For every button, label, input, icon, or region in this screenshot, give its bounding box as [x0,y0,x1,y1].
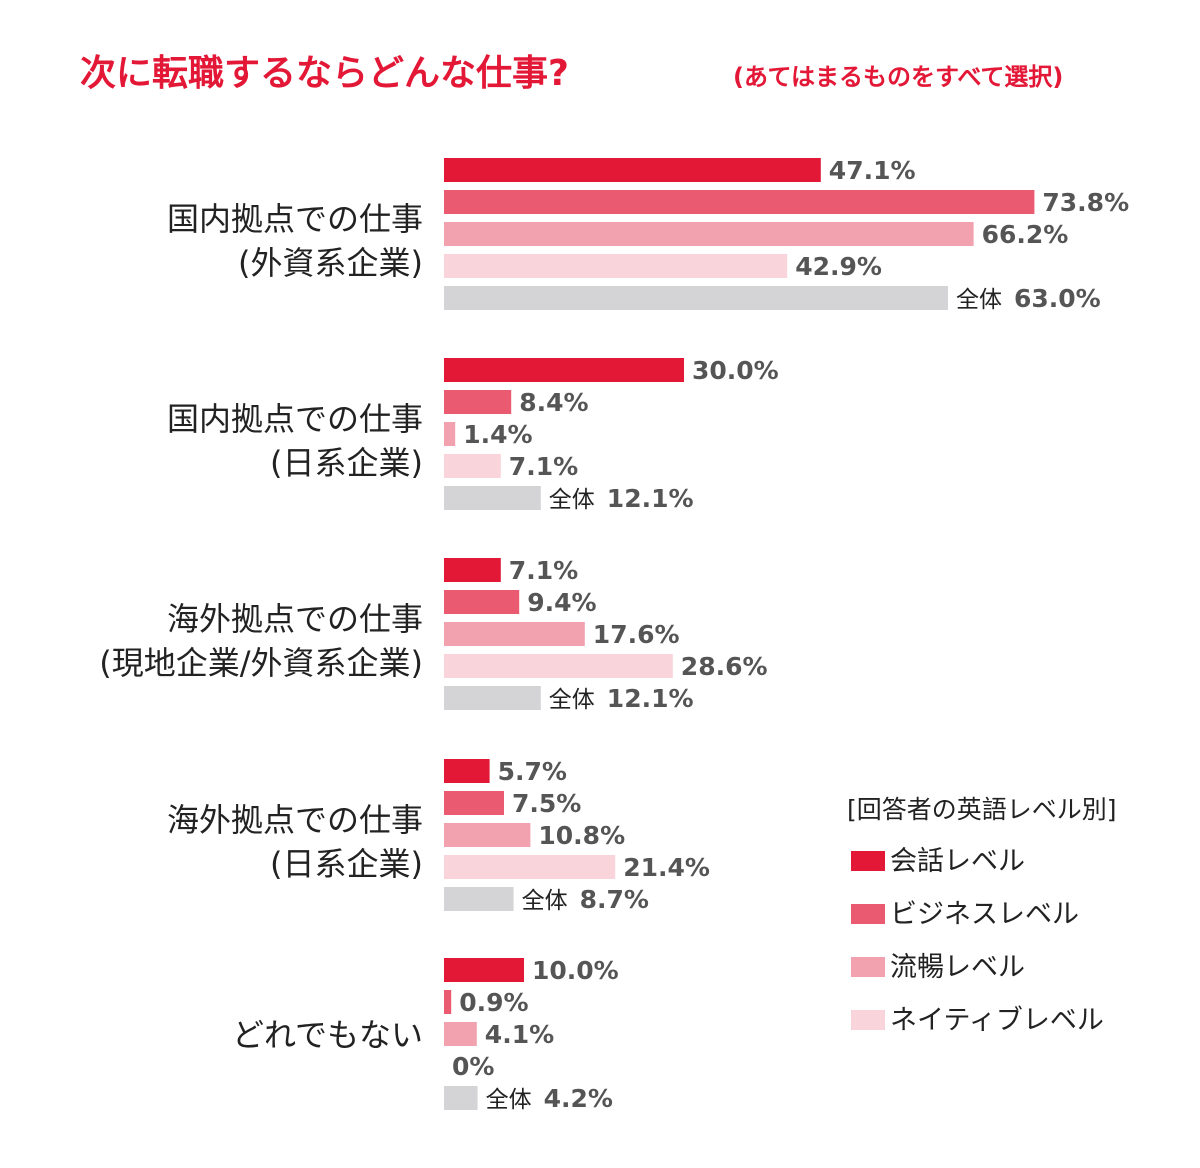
data-label: 10.0% [532,956,619,985]
data-label: 47.1% [829,156,916,185]
bar [444,158,821,182]
bar [444,887,514,911]
bar [444,1022,477,1046]
bar [444,654,673,678]
bar [444,855,616,879]
bar [444,1086,478,1110]
bar [444,486,541,510]
bar [444,190,1035,214]
bar [444,422,456,446]
data-label: 21.4% [623,853,710,882]
legend-swatch [851,904,885,924]
overall-prefix-label: 全体 [522,888,568,914]
data-label: 10.8% [538,821,625,850]
bar [444,759,490,783]
legend-title: [回答者の英語レベル別] [847,795,1117,824]
category-label-sub: (日系企業) [270,845,423,883]
overall-prefix-label: 全体 [486,1087,532,1113]
bar [444,686,541,710]
legend-swatch [851,1010,885,1030]
data-label: 4.1% [485,1020,554,1049]
data-label: 9.4% [527,588,596,617]
data-label: 1.4% [463,420,532,449]
category-label: 海外拠点での仕事 [167,600,423,638]
category-label-sub: (外資系企業) [238,244,423,282]
bar [444,390,512,414]
data-label: 4.2% [544,1084,613,1113]
bar [444,254,788,278]
data-label: 7.1% [509,556,578,585]
bar [444,590,520,614]
legend-item-label: 流暢レベル [890,952,1025,983]
data-label: 8.7% [580,885,649,914]
legend-item-label: 会話レベル [890,846,1025,877]
data-label: 17.6% [593,620,680,649]
chart-title: 次に転職するならどんな仕事? [80,53,569,94]
bar [444,823,531,847]
chart-subtitle: (あてはまるものをすべて選択) [733,63,1063,91]
legend-swatch [851,957,885,977]
legend-swatch [851,851,885,871]
data-label: 5.7% [498,757,567,786]
legend-item-label: ネイティブレベル [890,1005,1104,1036]
data-label: 7.5% [512,789,581,818]
category-label: どれでもない [232,1016,423,1054]
bar [444,286,948,310]
data-label: 12.1% [607,484,694,513]
bar [444,622,585,646]
bar [444,990,452,1014]
bar [444,222,974,246]
bar [444,454,501,478]
data-label: 63.0% [1014,284,1101,313]
category-label-sub: (日系企業) [270,444,423,482]
data-label: 0.9% [459,988,528,1017]
data-label: 7.1% [509,452,578,481]
bar [444,791,504,815]
data-label: 30.0% [692,356,779,385]
category-label-sub: (現地企業/外資系企業) [99,644,423,682]
overall-prefix-label: 全体 [549,487,595,513]
bar [444,358,684,382]
data-label: 73.8% [1042,188,1129,217]
data-label: 8.4% [519,388,588,417]
data-label: 28.6% [681,652,768,681]
category-label: 国内拠点での仕事 [167,200,423,238]
legend-item-label: ビジネスレベル [890,899,1079,930]
category-label: 海外拠点での仕事 [167,801,423,839]
bar [444,958,524,982]
data-label: 66.2% [982,220,1069,249]
category-label: 国内拠点での仕事 [167,400,423,438]
data-label: 0% [452,1052,494,1081]
bar [444,558,501,582]
overall-prefix-label: 全体 [549,687,595,713]
data-label: 42.9% [795,252,882,281]
data-label: 12.1% [607,684,694,713]
overall-prefix-label: 全体 [956,287,1002,313]
